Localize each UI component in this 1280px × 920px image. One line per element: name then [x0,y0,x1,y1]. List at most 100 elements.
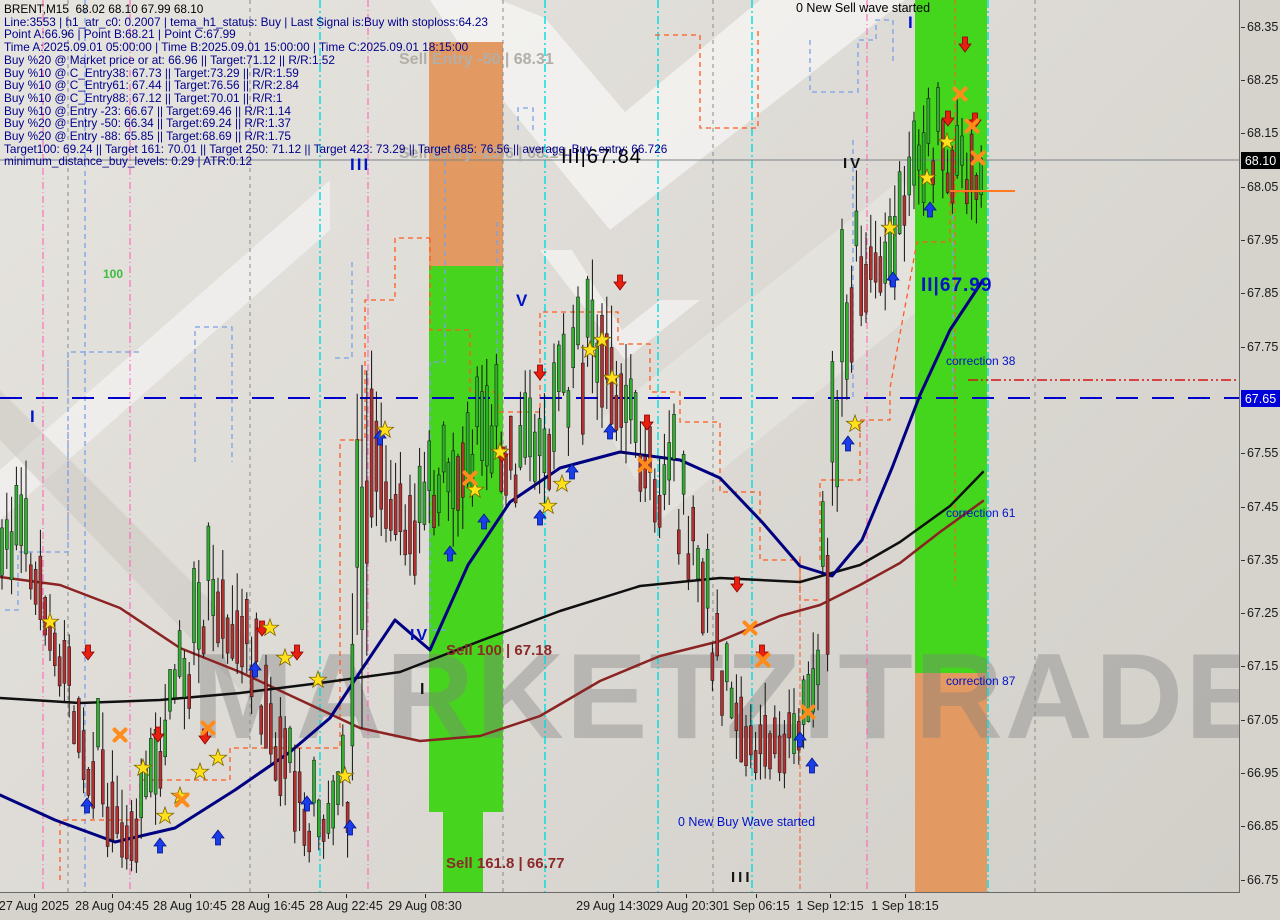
candle [931,160,935,185]
annotation-wave-ii-6799: II|67.99 [921,275,993,296]
candle [350,643,355,747]
price-tick-label: 67.75 [1241,340,1280,354]
candle [288,727,292,764]
candle [19,494,23,546]
sell-arrow-icon [958,36,972,53]
current-price-label: 68.10 [1241,152,1280,169]
candle [763,715,767,767]
candle [816,649,820,686]
candle [787,712,791,739]
candle [129,811,134,861]
candle [638,454,643,492]
candle [537,418,542,457]
candle [249,665,254,698]
candle [705,548,710,609]
candle [547,434,551,490]
annotation-sell-1618: Sell 161.8 | 66.77 [446,855,565,872]
time-tick [425,894,426,898]
candle [907,156,911,196]
price-tick-label: 67.55 [1241,446,1280,460]
candle [912,120,916,186]
candle [595,342,599,383]
candle [177,630,182,677]
candle [197,582,201,650]
candle [201,626,206,655]
candle [753,750,758,774]
time-tick [905,894,906,898]
candle [403,529,407,556]
price-tick-label: 67.05 [1241,713,1280,727]
info-line: Buy %10 @ C_Entry61: 67.44 || Target:76.… [4,78,299,93]
info-line: Buy %10 @ Entry -23: 66.67 || Target:69.… [4,103,291,118]
price-tick-label: 66.85 [1241,819,1280,833]
info-line: Buy %20 @ Entry -88: 65.85 || Target:68.… [4,129,291,144]
star-icon [845,413,865,433]
annotation-correction-87: correction 87 [946,674,1016,688]
candle [235,610,239,664]
candle [259,705,263,735]
candle [355,439,359,568]
annotation-new-sell-wave: 0 New Sell wave started [796,1,931,15]
time-tick [830,894,831,898]
annotation-new-buy-wave: 0 New Buy Wave started [678,815,816,829]
chart-canvas[interactable]: MARKETZITRADE BRENT,M15 68.02 68.10 67.9… [0,0,1240,893]
time-tick-label: 29 Aug 08:30 [388,899,462,913]
candle [245,598,249,645]
indicator-info-panel: BRENT,M15 68.02 68.10 67.99 68.10 Line:35… [4,3,667,168]
candle [225,617,230,654]
star-icon [880,217,900,237]
candle [566,390,571,428]
candle [691,507,695,542]
sell-arrow-icon [613,274,627,291]
time-axis[interactable]: 27 Aug 2025 28 Aug 04:45 28 Aug 10:45 28 Au… [0,894,1280,920]
candle [878,256,883,293]
buy-arrow-icon [533,509,547,526]
candle [317,799,321,838]
candle [139,769,143,819]
price-tick-label: 67.85 [1241,286,1280,300]
price-tick-label: 66.95 [1241,766,1280,780]
candle [806,673,811,722]
candle [485,385,489,467]
time-tick-label: 28 Aug 04:45 [75,899,149,913]
buy-arrow-icon [343,819,357,836]
x-mark-icon [174,792,190,808]
candle [254,618,259,663]
candle [859,256,863,316]
price-tick-label: 68.15 [1241,126,1280,140]
candle [451,450,455,509]
sell-arrow-icon [533,364,547,381]
candle [873,252,878,283]
star-icon [308,669,328,689]
annotation-wave-i-mid: I [420,681,425,698]
x-mark-icon [800,704,816,720]
star-icon [490,441,510,461]
buy-arrow-icon [793,731,807,748]
star-icon [917,167,937,187]
info-line: minimum_distance_buy_levels: 0.29 | ATR:… [4,154,253,169]
candle [744,726,748,767]
candle [398,483,403,532]
candle [336,771,340,805]
candle [801,679,806,725]
candle [216,591,220,644]
candle [125,825,129,860]
sell-arrow-icon [640,414,654,431]
star-icon [602,367,622,387]
buy-arrow-icon [565,463,579,480]
candle [840,229,844,363]
candle [533,431,537,482]
candle [417,465,422,523]
candle [62,640,67,684]
annotation-label-100: 100 [103,267,124,281]
price-axis[interactable]: 68.10 67.65 68.35 68.25 68.15 68.05 67.95 67.… [1241,0,1280,894]
buy-arrow-icon [211,829,225,846]
candle [72,711,76,744]
info-line: Buy %10 @ C_Entry88: 67.12 || Target:70.… [4,90,283,105]
candle [110,781,115,840]
candle [264,664,268,749]
candle [773,717,777,755]
candle [432,494,436,528]
candle [609,347,614,425]
